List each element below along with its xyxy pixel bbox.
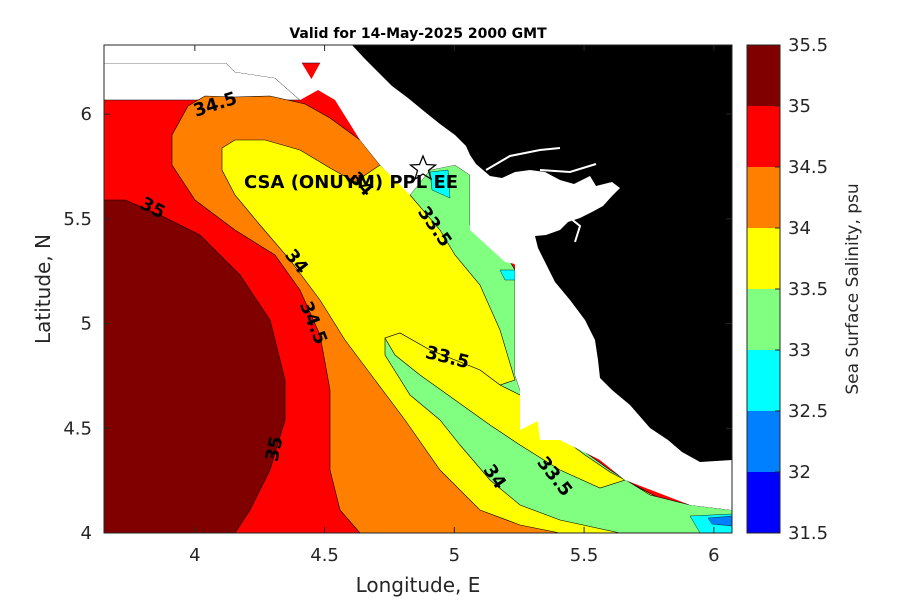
colorbar-tick-label: 34.5 xyxy=(788,157,828,178)
band-32-32.5-south xyxy=(707,515,732,527)
x-axis: 4 4.5 5 5.5 6 xyxy=(189,45,720,566)
y-tick-label: 6 xyxy=(81,104,92,125)
band-32.5-33-north xyxy=(429,169,451,199)
colorbar-tick-label: 33 xyxy=(788,340,811,361)
colorbar-swatch xyxy=(747,472,780,533)
colorbar-tick-label: 31.5 xyxy=(788,523,828,544)
x-tick-label: 4.5 xyxy=(310,545,339,566)
colorbar-swatch xyxy=(747,228,780,289)
x-axis-label: Longitude, E xyxy=(356,573,481,597)
colorbar-label: Sea Surface Salinity, psu xyxy=(843,183,863,394)
contour-label: 35 xyxy=(262,434,288,463)
site-star-icon xyxy=(408,154,438,181)
y-tick-label: 4 xyxy=(81,523,92,544)
creek xyxy=(485,147,597,243)
band-33.5-34-tongue xyxy=(384,332,626,489)
contour-plot-area xyxy=(104,45,732,533)
colorbar-swatch xyxy=(747,167,780,228)
y-tick-label: 4.5 xyxy=(63,418,92,439)
colorbar-swatch xyxy=(747,106,780,167)
colorbar-tick-label: 33.5 xyxy=(788,279,828,300)
x-tick-label: 5.5 xyxy=(570,545,599,566)
band-35-35.5 xyxy=(104,199,286,533)
land-mass xyxy=(352,45,732,462)
band-33-33.5 xyxy=(384,164,732,533)
y-axis: 4 4.5 5 5.5 6 xyxy=(63,104,732,544)
plot-frame xyxy=(103,44,733,534)
y-axis-label: Latitude, N xyxy=(31,234,55,344)
colorbar: 31.5 32 32.5 33 33.5 34 34.5 35 35.5 xyxy=(746,35,828,544)
x-tick-label: 4 xyxy=(189,545,200,566)
colorbar-swatch xyxy=(747,411,780,472)
colorbar-tick-label: 32.5 xyxy=(788,401,828,422)
site-label: CSA (ONUYM) PPL EE xyxy=(244,172,458,193)
x-tick-label: 5 xyxy=(449,545,460,566)
colorbar-tick-label: 35.5 xyxy=(788,35,828,56)
colorbar-swatch xyxy=(747,350,780,411)
colorbar-swatch xyxy=(747,289,780,350)
chart-title: Valid for 14-May-2025 2000 GMT xyxy=(289,26,547,42)
y-tick-label: 5.5 xyxy=(63,209,92,230)
colorbar-tick-label: 34 xyxy=(788,218,811,239)
colorbar-swatch xyxy=(747,45,780,106)
colorbar-tick-label: 35 xyxy=(788,96,811,117)
x-tick-label: 6 xyxy=(708,545,719,566)
colorbar-tick-label: 32 xyxy=(788,462,811,483)
y-tick-label: 5 xyxy=(81,314,92,335)
